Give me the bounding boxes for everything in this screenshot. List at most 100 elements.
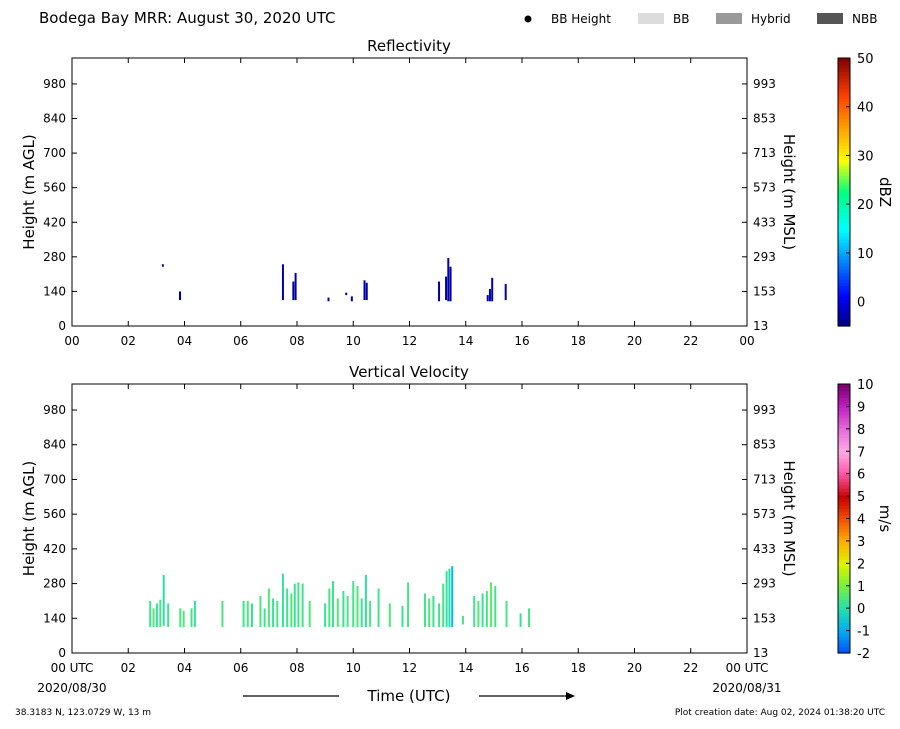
- colorbar-segment: [838, 471, 850, 476]
- colorbar-segment: [838, 128, 850, 133]
- colorbar-segment: [838, 431, 850, 436]
- colorbar-tick-label: 1: [857, 580, 865, 595]
- data-cell: [494, 586, 497, 627]
- data-cell: [442, 583, 445, 627]
- date-end-label: 2020/08/31: [712, 681, 781, 695]
- data-cell: [193, 600, 196, 627]
- colorbar-segment: [838, 478, 850, 483]
- colorbar-segment: [838, 158, 850, 163]
- data-cell: [360, 598, 363, 627]
- data-cell: [481, 593, 484, 627]
- x-tick-label: 18: [571, 661, 586, 675]
- colorbar-segment: [838, 619, 850, 624]
- x-tick-label: 04: [177, 334, 192, 348]
- colorbar-segment: [838, 212, 850, 217]
- colorbar-tick-label: 4: [857, 513, 865, 528]
- data-cell: [294, 272, 297, 301]
- colorbar-segment: [838, 58, 850, 62]
- y-tick-label-left: 140: [43, 611, 66, 625]
- colorbar-segment: [838, 168, 850, 173]
- data-cell: [246, 600, 249, 627]
- colorbar-segment: [838, 632, 850, 637]
- y-tick-label-left: 280: [43, 250, 66, 264]
- colorbar-segment: [838, 265, 850, 270]
- colorbar-segment: [838, 88, 850, 93]
- y-tick-label-right: 993: [753, 403, 776, 417]
- colorbar-segment: [838, 417, 850, 422]
- colorbar-segment: [838, 397, 850, 402]
- data-cell: [438, 603, 441, 627]
- y-tick-label-right: 573: [753, 181, 776, 195]
- colorbar-segment: [838, 295, 850, 300]
- colorbar-segment: [838, 114, 850, 119]
- colorbar-segment: [838, 78, 850, 83]
- colorbar-segment: [838, 259, 850, 263]
- colorbar-segment: [838, 315, 850, 320]
- y-tick-label-left: 700: [43, 146, 66, 160]
- colorbar-segment: [838, 609, 850, 614]
- colorbar-segment: [838, 185, 850, 190]
- colorbar-segment: [838, 461, 850, 466]
- colorbar-segment: [838, 101, 850, 106]
- data-cell: [528, 608, 531, 627]
- data-cell: [461, 615, 464, 625]
- legend-swatch: [716, 13, 742, 24]
- x-tick-label: 00 UTC: [726, 661, 769, 675]
- colorbar-segment: [838, 498, 850, 503]
- colorbar-segment: [838, 589, 850, 594]
- data-cell: [259, 595, 262, 627]
- colorbar-segment: [838, 525, 850, 530]
- y-tick-label-left: 840: [43, 438, 66, 452]
- plot-frame: [71, 57, 748, 327]
- data-cell: [308, 600, 311, 627]
- x-tick-label: 16: [514, 661, 529, 675]
- colorbar-segment: [838, 178, 850, 183]
- colorbar-segment: [838, 205, 850, 210]
- legend: BB Height BB Hybrid NBB: [524, 12, 877, 26]
- colorbar-tick-label: 3: [857, 535, 865, 550]
- colorbar-segment: [838, 414, 850, 419]
- data-cell: [488, 288, 491, 302]
- colorbar-segment: [838, 111, 850, 116]
- data-cell: [328, 588, 331, 627]
- colorbar-tick-label: -1: [857, 625, 870, 640]
- x-tick-label: 10: [346, 334, 361, 348]
- colorbar-segment: [838, 192, 850, 196]
- data-cell: [251, 603, 253, 627]
- legend-label: BB Height: [551, 12, 611, 26]
- data-cell: [179, 608, 182, 627]
- y-tick-label-left: 420: [43, 542, 66, 556]
- data-cell: [242, 600, 245, 627]
- x-tick-label: 12: [402, 334, 417, 348]
- colorbar-segment: [838, 302, 850, 307]
- colorbar-tick-label: -2: [857, 647, 870, 662]
- y-tick-label-left: 980: [43, 77, 66, 91]
- data-cell: [345, 292, 348, 296]
- colorbar-segment: [838, 528, 850, 533]
- colorbar-segment: [838, 535, 850, 540]
- colorbar-segment: [838, 248, 850, 253]
- y-tick-label-left: 280: [43, 577, 66, 591]
- data-cell: [504, 284, 507, 301]
- y-tick-label-right: 573: [753, 507, 776, 521]
- x-axis-label: Time (UTC): [367, 687, 451, 705]
- colorbar-segment: [838, 542, 850, 546]
- legend-swatch: [817, 13, 843, 24]
- colorbar-segment: [838, 451, 850, 456]
- y-tick-label-right: 713: [753, 146, 776, 160]
- page-title: Bodega Bay MRR: August 30, 2020 UTC: [39, 9, 336, 27]
- data-cell: [407, 582, 410, 627]
- data-cell: [342, 591, 345, 627]
- x-tick-label: 02: [121, 334, 136, 348]
- data-cell: [281, 264, 284, 301]
- colorbar-segment: [838, 292, 850, 297]
- colorbar-segment: [838, 135, 850, 139]
- colorbar-segment: [838, 468, 850, 473]
- colorbar-segment: [838, 387, 850, 392]
- data-cell: [432, 595, 435, 627]
- y-tick-label-left: 140: [43, 284, 66, 298]
- data-cell: [221, 600, 224, 627]
- x-tick-label: 02: [121, 661, 136, 675]
- data-cell: [519, 613, 522, 627]
- colorbar-segment: [838, 427, 850, 432]
